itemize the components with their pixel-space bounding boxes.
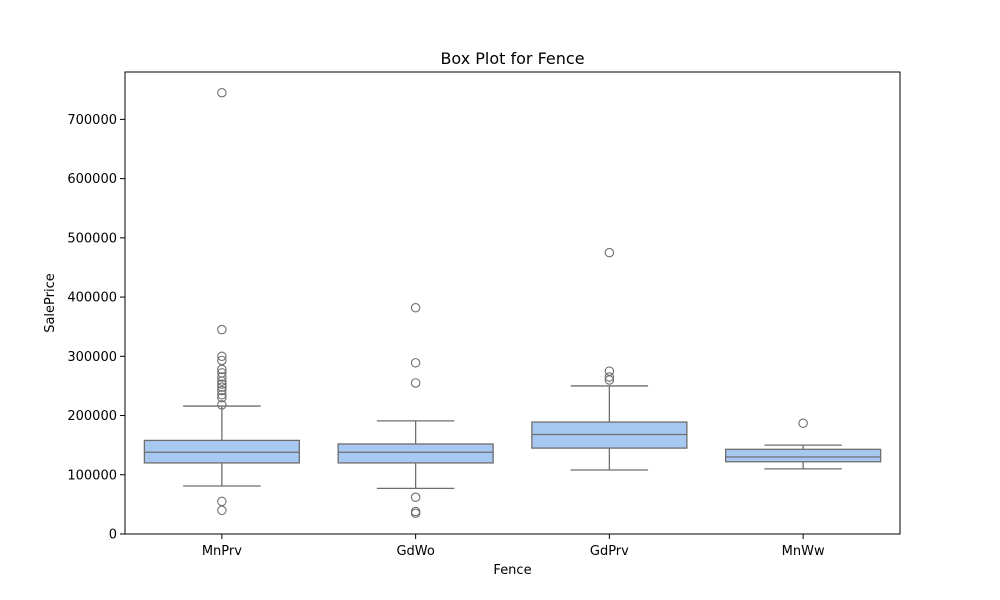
y-tick-label: 400000 [67,291,117,306]
boxes-group [143,87,882,519]
x-tick-label: GdWo [396,544,434,559]
outlier-point [410,302,421,313]
outlier-point [217,351,227,362]
iqr-box [337,443,494,464]
box-mnprv [143,87,301,516]
y-axis-title: SalePrice [43,273,58,333]
outlier-point [410,506,421,517]
outlier-point [217,87,227,98]
outlier-point [410,378,421,388]
outlier-point [217,382,227,392]
x-axis-title: Fence [493,563,531,578]
outlier-point [410,492,421,503]
outlier-point [217,372,227,382]
x-tick-label: MnPrv [202,544,242,559]
y-tick-label: 100000 [67,468,117,483]
y-tick-label: 500000 [67,231,117,246]
y-tick-label: 0 [109,528,117,543]
outlier-point [604,366,615,376]
y-tick-label: 700000 [67,113,117,128]
y-tick-label: 600000 [67,172,117,187]
box-mnww [724,418,882,470]
outlier-point [217,379,227,389]
x-tick-label: MnWw [782,544,825,559]
outlier-point [604,247,615,258]
outlier-point [217,496,227,507]
outlier-point [217,324,227,335]
y-tick-label: 200000 [67,409,117,424]
outlier-point [217,505,227,516]
outlier-point [798,418,808,428]
x-axis: MnPrv GdWo GdPrv MnWw [202,534,825,559]
plot-frame [124,71,901,535]
outlier-point [217,400,227,410]
outlier-point [217,368,227,378]
iqr-box [724,448,882,463]
y-axis: 0 100000 200000 300000 400000 500000 600000 700… [67,113,125,543]
outlier-point [217,390,227,400]
outlier-point [217,393,227,403]
outlier-point [604,372,615,382]
box-gdprv [531,247,688,471]
outlier-point [217,385,227,396]
x-tick-label: GdPrv [590,544,629,559]
outlier-point [410,358,421,368]
y-tick-label: 300000 [67,350,117,365]
chart-title: Box Plot for Fence [440,49,584,68]
outlier-point [217,355,227,366]
box-gdwo [337,302,494,519]
